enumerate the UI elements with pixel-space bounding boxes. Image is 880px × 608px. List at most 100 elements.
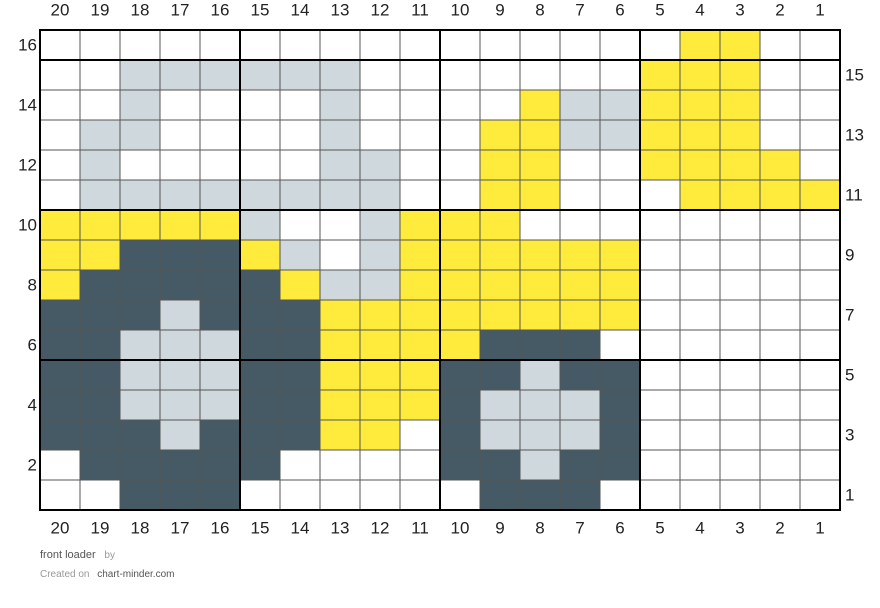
cell — [120, 240, 160, 270]
cell — [680, 420, 720, 450]
cell — [280, 30, 320, 60]
cell — [240, 450, 280, 480]
cell — [520, 210, 560, 240]
cell — [640, 210, 680, 240]
cell — [720, 30, 760, 60]
cell — [560, 360, 600, 390]
cell — [680, 120, 720, 150]
cell — [80, 300, 120, 330]
cell — [240, 120, 280, 150]
column-number: 12 — [371, 0, 390, 19]
cell — [400, 210, 440, 240]
cell — [200, 480, 240, 510]
cell — [120, 300, 160, 330]
cell — [160, 60, 200, 90]
cell — [240, 300, 280, 330]
cell — [320, 390, 360, 420]
cell — [800, 90, 840, 120]
cell — [600, 180, 640, 210]
row-number: 10 — [18, 215, 37, 234]
cell — [760, 30, 800, 60]
cell — [480, 150, 520, 180]
cell — [280, 450, 320, 480]
cell — [400, 270, 440, 300]
cell — [40, 30, 80, 60]
cell — [600, 330, 640, 360]
cell — [280, 240, 320, 270]
cell — [160, 480, 200, 510]
cell — [360, 450, 400, 480]
cell — [360, 480, 400, 510]
cell — [280, 270, 320, 300]
cell — [480, 60, 520, 90]
cell — [200, 120, 240, 150]
cell — [280, 60, 320, 90]
column-number: 15 — [251, 0, 270, 19]
cell — [520, 30, 560, 60]
cell — [760, 480, 800, 510]
cell — [160, 90, 200, 120]
cell — [240, 150, 280, 180]
cell — [480, 450, 520, 480]
cell — [80, 330, 120, 360]
column-number: 6 — [615, 0, 624, 19]
cell — [720, 60, 760, 90]
column-number: 11 — [411, 0, 429, 19]
cell — [80, 360, 120, 390]
cell — [480, 30, 520, 60]
cell — [40, 330, 80, 360]
column-number: 8 — [535, 0, 544, 19]
cell — [760, 300, 800, 330]
cell — [160, 240, 200, 270]
cell — [640, 120, 680, 150]
cell — [800, 480, 840, 510]
cell — [320, 180, 360, 210]
cell — [800, 270, 840, 300]
cell — [640, 450, 680, 480]
row-number: 4 — [28, 395, 37, 414]
cell — [640, 480, 680, 510]
cell — [40, 300, 80, 330]
cell — [480, 300, 520, 330]
column-number: 12 — [371, 518, 390, 537]
cell — [520, 300, 560, 330]
column-number: 7 — [575, 518, 584, 537]
column-number: 8 — [535, 518, 544, 537]
column-number: 3 — [735, 0, 744, 19]
column-number: 16 — [211, 518, 230, 537]
cell — [400, 330, 440, 360]
cell — [480, 360, 520, 390]
cell — [280, 150, 320, 180]
cell — [160, 360, 200, 390]
cell — [40, 120, 80, 150]
cell — [440, 60, 480, 90]
cell — [400, 420, 440, 450]
cell — [760, 210, 800, 240]
row-number: 11 — [845, 185, 863, 204]
cell — [240, 270, 280, 300]
cell — [80, 150, 120, 180]
cell — [320, 360, 360, 390]
cell — [800, 330, 840, 360]
cell — [800, 240, 840, 270]
cell — [400, 60, 440, 90]
by: by — [104, 550, 115, 561]
cell — [320, 450, 360, 480]
column-number: 5 — [655, 0, 664, 19]
cell — [640, 30, 680, 60]
cell — [720, 270, 760, 300]
cell — [640, 390, 680, 420]
cell — [400, 480, 440, 510]
cell — [480, 180, 520, 210]
cell — [400, 300, 440, 330]
cell — [680, 150, 720, 180]
cell — [200, 390, 240, 420]
row-number: 6 — [28, 335, 37, 354]
cell — [200, 180, 240, 210]
cell — [440, 330, 480, 360]
cell — [240, 480, 280, 510]
cell — [760, 390, 800, 420]
cell — [680, 300, 720, 330]
cell — [120, 390, 160, 420]
cell — [120, 270, 160, 300]
